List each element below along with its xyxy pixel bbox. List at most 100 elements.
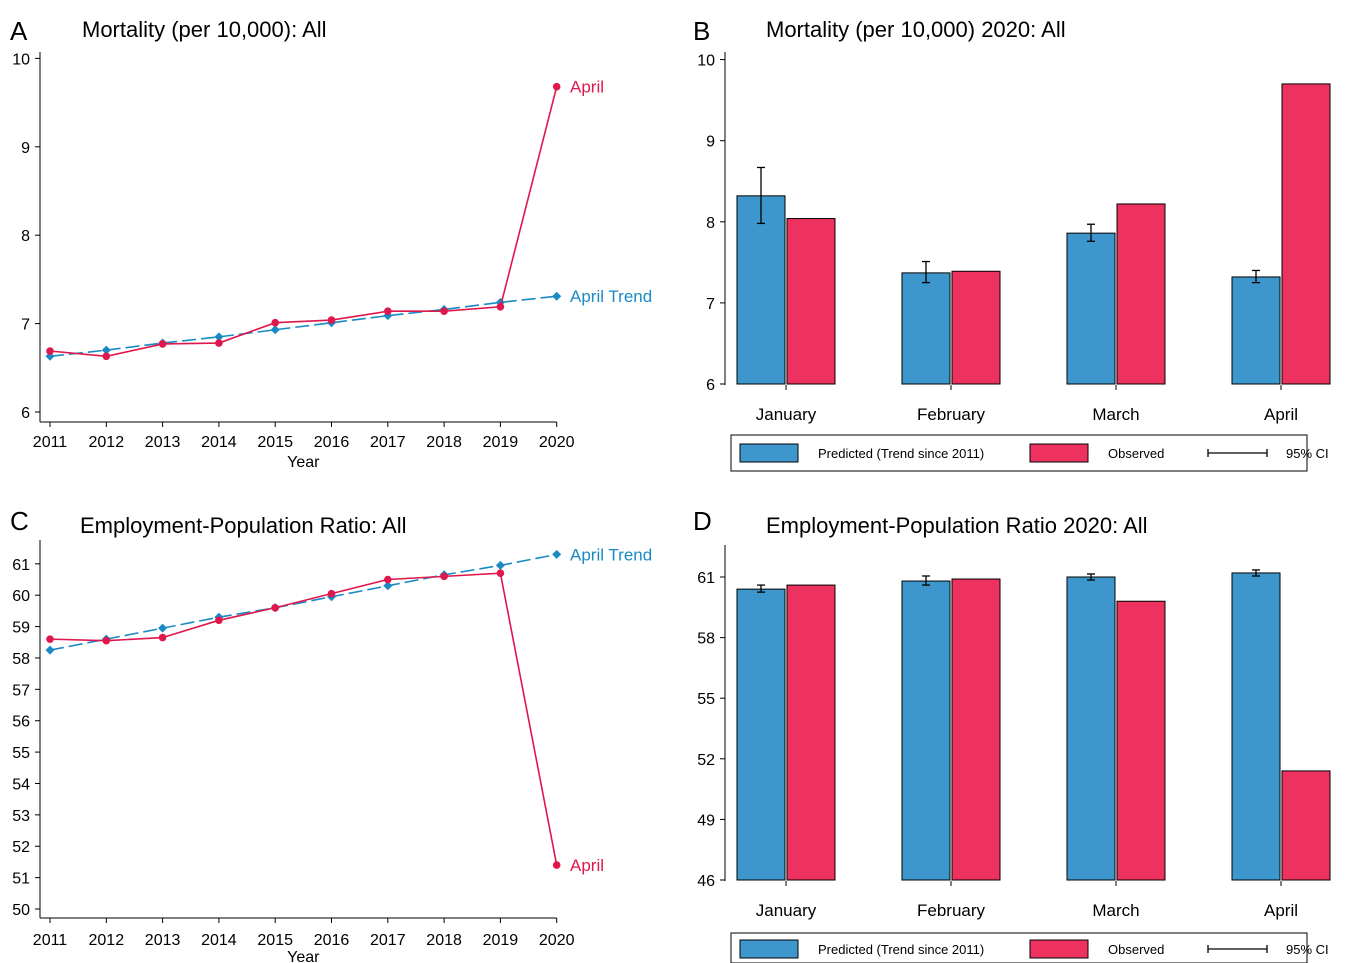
observed-bar xyxy=(786,218,836,385)
legend-label-predicted: Predicted (Trend since 2011) xyxy=(818,446,984,461)
panel-title: Employment-Population Ratio 2020: All xyxy=(766,513,1148,538)
x-axis-title: Year xyxy=(287,949,320,963)
panel-b: B Mortality (per 10,000) 2020: All 6 7 8 9 10 J… xyxy=(693,16,1331,472)
y-tick-label: 7 xyxy=(706,296,715,313)
y-tick-label: 46 xyxy=(697,873,715,890)
y-tick-label: 7 xyxy=(21,317,30,334)
observed-point xyxy=(46,347,54,355)
observed-bar xyxy=(1281,83,1331,385)
observed-series-label: April xyxy=(570,78,604,97)
y-tick-label: 56 xyxy=(12,714,30,731)
x-tick-label: 2018 xyxy=(426,932,462,949)
y-tick-label: 10 xyxy=(697,53,715,70)
x-tick-label: 2015 xyxy=(257,434,293,451)
legend-box xyxy=(730,932,1308,963)
observed-point xyxy=(271,318,280,327)
panel-title: Mortality (per 10,000) 2020: All xyxy=(766,17,1066,42)
y-tick-label: 54 xyxy=(12,776,30,793)
predicted-bar xyxy=(1066,232,1116,385)
predicted-bar xyxy=(1231,572,1281,881)
y-tick-label: 55 xyxy=(697,691,715,708)
observed-bar xyxy=(951,578,1001,881)
x-tick-label: 2017 xyxy=(370,932,406,949)
x-tick-label: January xyxy=(756,901,817,920)
x-tick-label: 2020 xyxy=(539,932,575,949)
observed-point xyxy=(215,616,223,625)
y-tick-label: 60 xyxy=(12,588,30,605)
observed-point xyxy=(552,861,561,869)
observed-point xyxy=(440,572,448,581)
predicted-bar xyxy=(736,195,786,385)
panel-title: Mortality (per 10,000): All xyxy=(82,17,327,42)
x-tick-label: 2017 xyxy=(370,434,406,451)
predicted-bar xyxy=(1231,276,1281,385)
observed-bar xyxy=(1116,600,1166,881)
y-tick-label: 53 xyxy=(12,808,30,825)
observed-point xyxy=(327,316,336,324)
observed-series-label: April xyxy=(570,856,604,875)
legend-swatch-observed xyxy=(1029,939,1089,959)
y-tick-label: 6 xyxy=(21,405,30,422)
x-axis-title: Year xyxy=(287,454,320,471)
observed-point xyxy=(496,303,505,311)
y-tick-label: 9 xyxy=(706,134,715,151)
trend-line xyxy=(49,295,557,358)
observed-point xyxy=(496,569,505,578)
panel-letter: A xyxy=(10,16,28,46)
y-tick-label: 10 xyxy=(12,51,30,68)
trend-point xyxy=(495,560,505,570)
observed-bar xyxy=(1281,770,1331,881)
panel-title: Employment-Population Ratio: All xyxy=(80,513,407,538)
x-tick-label: February xyxy=(917,901,986,920)
y-tick-label: 8 xyxy=(21,228,30,245)
observed-point xyxy=(440,307,448,316)
observed-bar xyxy=(786,584,836,881)
y-tick-label: 49 xyxy=(697,812,715,829)
legend-swatch-predicted xyxy=(739,443,799,463)
observed-point xyxy=(158,633,167,642)
x-tick-label: February xyxy=(917,405,986,424)
observed-bar xyxy=(951,270,1001,385)
y-tick-label: 57 xyxy=(12,682,30,699)
panel-c: C Employment-Population Ratio: All 50 51 52 5… xyxy=(10,506,652,963)
panel-letter: B xyxy=(693,16,710,46)
legend-label-observed: Observed xyxy=(1108,446,1164,461)
x-tick-label: 2016 xyxy=(314,434,350,451)
predicted-bar xyxy=(736,588,786,881)
x-tick-label: 2020 xyxy=(539,434,575,451)
observed-point xyxy=(158,340,167,348)
x-tick-label: March xyxy=(1092,405,1139,424)
trend-point xyxy=(552,291,562,301)
y-tick-label: 59 xyxy=(12,620,30,637)
predicted-bar xyxy=(901,272,951,385)
trend-point xyxy=(158,623,168,633)
trend-series-label: April Trend xyxy=(570,545,652,564)
observed-point xyxy=(384,307,392,316)
y-tick-label: 6 xyxy=(706,377,715,394)
x-tick-label: 2014 xyxy=(201,932,237,949)
x-tick-label: 2011 xyxy=(33,434,68,451)
observed-bar xyxy=(1116,203,1166,385)
x-tick-label: 2019 xyxy=(483,434,519,451)
legend-label-predicted: Predicted (Trend since 2011) xyxy=(818,942,984,957)
panel-letter: C xyxy=(10,506,29,536)
observed-point xyxy=(215,339,223,347)
predicted-bar xyxy=(901,580,951,881)
y-tick-label: 61 xyxy=(697,570,715,587)
x-tick-label: 2014 xyxy=(201,434,237,451)
y-tick-label: 9 xyxy=(21,140,30,157)
x-tick-label: April xyxy=(1264,405,1298,424)
trend-point xyxy=(101,345,111,355)
y-tick-label: 58 xyxy=(697,631,715,648)
trend-point xyxy=(552,549,562,559)
observed-point xyxy=(102,636,111,645)
panel-letter: D xyxy=(693,506,712,536)
x-tick-label: 2016 xyxy=(314,932,350,949)
x-tick-label: 2011 xyxy=(33,932,68,949)
y-tick-label: 61 xyxy=(12,557,30,574)
legend-label-ci: 95% CI xyxy=(1286,942,1329,957)
trend-point xyxy=(270,325,280,335)
trend-series-label: April Trend xyxy=(570,287,652,306)
trend-point xyxy=(214,332,224,342)
